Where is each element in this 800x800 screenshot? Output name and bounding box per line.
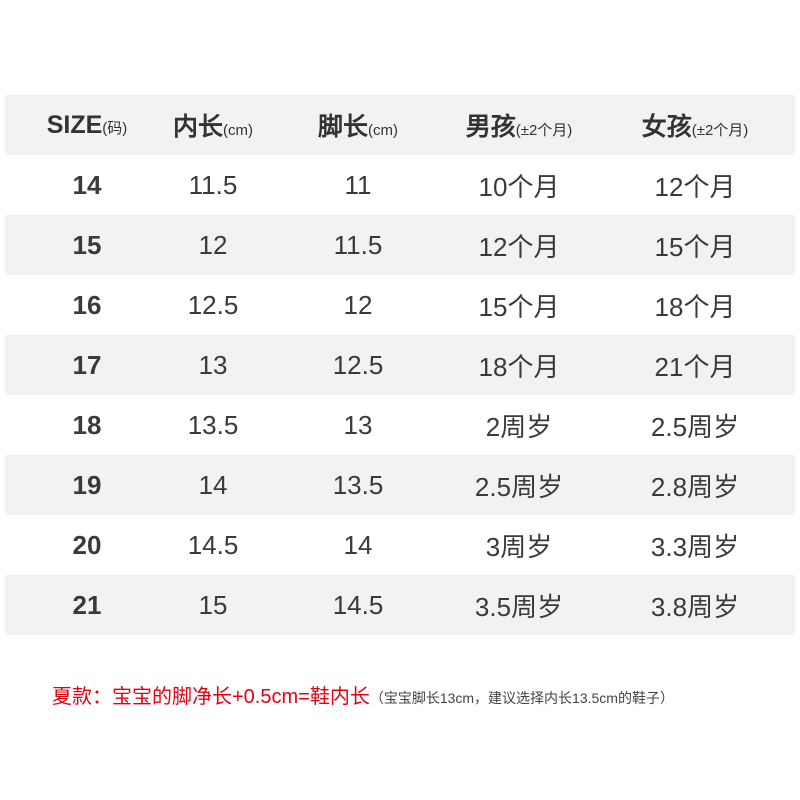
header-unit: (cm) <box>368 122 399 139</box>
size-note: 夏款：宝宝的脚净长+0.5cm=鞋内长（宝宝脚长13cm，建议选择内长13.5c… <box>52 680 674 709</box>
note-main: 夏款：宝宝的脚净长+0.5cm=鞋内长 <box>52 686 370 708</box>
header-unit: (±2个月) <box>691 122 749 139</box>
table-cell: 20 <box>72 529 102 560</box>
table-cell: 12个月 <box>654 171 736 202</box>
table-row: 20 14.5 14 3周岁 3.3周岁 <box>5 515 795 575</box>
table-cell: 12个月 <box>478 231 560 262</box>
table-cell: 12 <box>343 289 373 320</box>
table-cell: 3.8周岁 <box>650 591 740 622</box>
table-cell: 19 <box>72 469 102 500</box>
header-label: SIZE <box>46 110 103 139</box>
header-label: 脚长 <box>317 113 369 141</box>
table-cell: 13.5 <box>332 469 384 500</box>
table-cell: 12.5 <box>187 289 239 320</box>
table-cell: 3.3周岁 <box>650 531 740 562</box>
table-cell: 3.5周岁 <box>474 591 564 622</box>
size-table: SIZE(码) 内长(cm) 脚长(cm) 男孩(±2个月) 女孩(±2个月) 14 11… <box>5 95 795 635</box>
table-cell: 14 <box>198 469 228 500</box>
table-cell: 15个月 <box>654 231 736 262</box>
header-cell: 内长(cm) <box>173 107 253 143</box>
table-row: 16 12.5 12 15个月 18个月 <box>5 275 795 335</box>
table-cell: 2.8周岁 <box>650 471 740 502</box>
table-cell: 14 <box>343 529 373 560</box>
table-cell: 11.5 <box>188 169 238 200</box>
table-cell: 15个月 <box>478 291 560 322</box>
header-label: 内长 <box>172 113 224 141</box>
table-header: SIZE(码) 内长(cm) 脚长(cm) 男孩(±2个月) 女孩(±2个月) <box>5 95 795 155</box>
table-cell: 10个月 <box>478 171 560 202</box>
table-cell: 16 <box>72 289 102 320</box>
table-cell: 2.5周岁 <box>474 471 564 502</box>
table-cell: 18 <box>72 409 102 440</box>
table-cell: 13.5 <box>187 409 239 440</box>
table-cell: 14 <box>72 169 102 200</box>
table-cell: 11.5 <box>333 229 383 260</box>
table-row: 17 13 12.5 18个月 21个月 <box>5 335 795 395</box>
table-cell: 18个月 <box>478 351 560 382</box>
header-cell: 脚长(cm) <box>318 107 398 143</box>
header-cell: SIZE(码) <box>47 111 128 140</box>
table-row: 14 11.5 11 10个月 12个月 <box>5 155 795 215</box>
header-cell: 女孩(±2个月) <box>642 107 749 143</box>
table-row: 15 12 11.5 12个月 15个月 <box>5 215 795 275</box>
header-label: 女孩 <box>641 113 692 141</box>
table-cell: 21个月 <box>654 351 736 382</box>
table-cell: 14.5 <box>187 529 239 560</box>
table-cell: 21 <box>72 589 102 620</box>
table-cell: 17 <box>72 349 102 380</box>
table-cell: 15 <box>198 589 228 620</box>
header-cell: 男孩(±2个月) <box>466 107 573 143</box>
table-cell: 15 <box>72 229 102 260</box>
header-label: 男孩 <box>465 113 516 141</box>
table-row: 18 13.5 13 2周岁 2.5周岁 <box>5 395 795 455</box>
table-row: 19 14 13.5 2.5周岁 2.8周岁 <box>5 455 795 515</box>
header-unit: (cm) <box>223 122 254 139</box>
note-detail: （宝宝脚长13cm，建议选择内长13.5cm的鞋子） <box>369 690 674 706</box>
table-cell: 3周岁 <box>485 531 553 562</box>
table-row: 21 15 14.5 3.5周岁 3.8周岁 <box>5 575 795 635</box>
table-cell: 12.5 <box>332 349 384 380</box>
table-cell: 2.5周岁 <box>650 411 740 442</box>
table-cell: 14.5 <box>332 589 384 620</box>
table-cell: 18个月 <box>654 291 736 322</box>
table-cell: 12 <box>198 229 228 260</box>
table-cell: 13 <box>198 349 228 380</box>
header-unit: (±2个月) <box>515 122 573 139</box>
table-cell: 2周岁 <box>485 411 553 442</box>
table-cell: 13 <box>343 409 373 440</box>
header-unit: (码) <box>102 119 128 137</box>
table-cell: 11 <box>344 169 372 200</box>
